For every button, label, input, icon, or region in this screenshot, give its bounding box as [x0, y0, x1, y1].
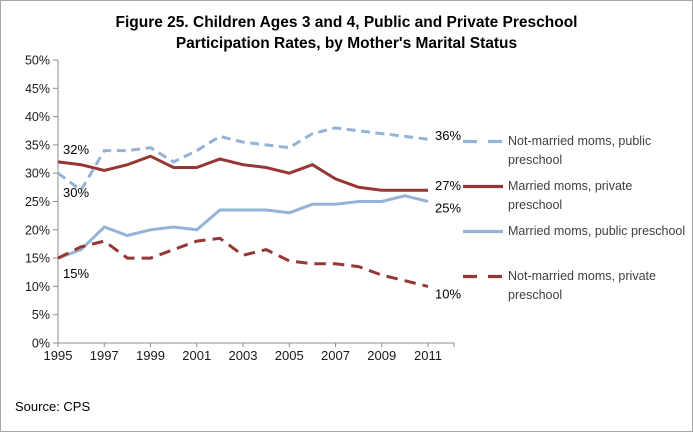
legend-label: Not-married moms, private preschool	[508, 269, 656, 302]
dashed-line-swatch-icon	[463, 274, 503, 279]
y-axis-tick-label: 20%	[25, 223, 50, 237]
y-axis-tick-label: 0%	[32, 337, 50, 351]
data-label-10: 10%	[435, 286, 461, 301]
legend-entry-3: Not-married moms, private preschool	[462, 267, 690, 304]
series-line-2	[57, 194, 429, 260]
y-axis-tick-label: 10%	[25, 280, 50, 294]
y-axis-tick-label: 35%	[25, 138, 50, 152]
dashed-line-swatch-icon	[463, 139, 503, 144]
x-axis-tick-label: 2001	[182, 348, 211, 363]
data-label-32: 32%	[63, 142, 89, 157]
x-axis-tick-label: 1997	[90, 348, 119, 363]
legend-entry-2: Married moms, public preschool	[462, 222, 690, 241]
legend-label: Married moms, private preschool	[508, 179, 633, 212]
series-line-3	[57, 236, 429, 288]
x-axis-tick-label: 1995	[44, 348, 73, 363]
chart-legend: Not-married moms, public preschool Marrie…	[462, 1, 690, 431]
chart-title: Figure 25. Children Ages 3 and 4, Public…	[1, 12, 692, 54]
source-note: Source: CPS	[15, 399, 91, 414]
data-label-27: 27%	[435, 178, 461, 193]
series-line-0	[57, 126, 429, 193]
y-axis-tick-label: 40%	[25, 110, 50, 124]
x-axis-tick-label: 2005	[275, 348, 304, 363]
legend-label: Married moms, public preschool	[508, 224, 686, 238]
chart-title-line-1: Figure 25. Children Ages 3 and 4, Public…	[115, 14, 578, 31]
data-label-15: 15%	[63, 266, 89, 281]
legend-entry-0: Not-married moms, public preschool	[462, 132, 690, 169]
series-line-1	[57, 154, 428, 192]
data-label-30: 30%	[63, 185, 89, 200]
x-axis-tick-label: 1999	[136, 348, 165, 363]
data-label-36: 36%	[435, 128, 461, 143]
x-axis-tick-label: 2009	[367, 348, 396, 363]
y-axis-tick-label: 45%	[25, 82, 50, 96]
chart-title-line-2: Participation Rates, by Mother's Marital…	[175, 35, 518, 52]
x-axis-tick-label: 2011	[414, 348, 442, 363]
solid-line-swatch-icon	[463, 184, 503, 189]
y-axis-tick-label: 30%	[25, 167, 50, 181]
solid-line-swatch-icon	[463, 229, 503, 234]
x-axis-tick-label: 2007	[321, 348, 350, 363]
data-label-25: 25%	[435, 201, 461, 216]
y-axis-tick-label: 5%	[32, 308, 50, 322]
x-axis-tick-label: 2003	[229, 348, 258, 363]
legend-label: Not-married moms, public preschool	[508, 134, 652, 167]
y-axis-tick-label: 25%	[25, 195, 50, 209]
y-axis-tick-label: 50%	[25, 54, 50, 68]
legend-entry-1: Married moms, private preschool	[462, 177, 690, 214]
y-axis-tick-label: 15%	[25, 252, 50, 266]
